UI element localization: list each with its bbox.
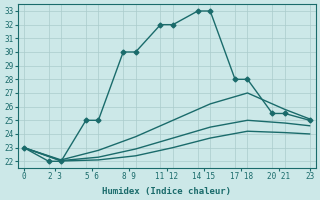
X-axis label: Humidex (Indice chaleur): Humidex (Indice chaleur) (102, 187, 231, 196)
